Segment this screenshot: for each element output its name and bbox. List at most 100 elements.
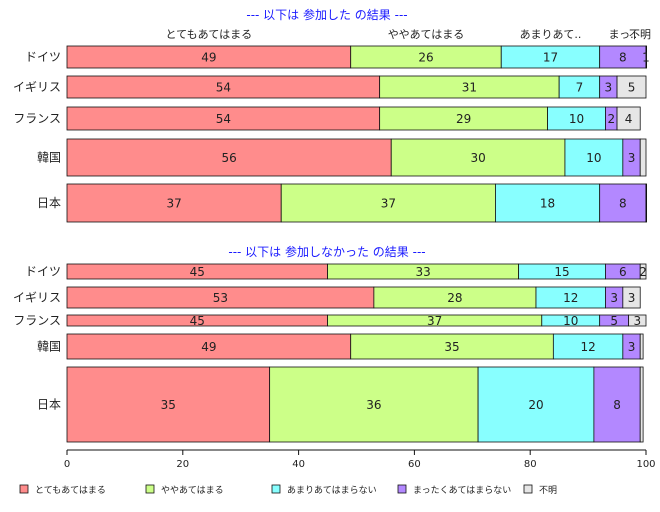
bar-row: 韓国 49 35 12 3 xyxy=(37,333,644,360)
row-label: ドイツ xyxy=(25,50,61,64)
bar-row: フランス 45 37 10 5 3 xyxy=(13,314,647,328)
data-label: 54 xyxy=(216,112,231,126)
legend-item: 不明 xyxy=(523,484,557,496)
data-label: 20 xyxy=(528,398,543,412)
data-label: 45 xyxy=(190,314,205,328)
bar-segment xyxy=(495,183,601,223)
bar-segment xyxy=(66,183,282,223)
data-label: 31 xyxy=(462,81,477,95)
x-tick-label: 100 xyxy=(636,459,655,470)
data-label: 2 xyxy=(607,112,615,126)
row-label: 日本 xyxy=(37,398,61,412)
data-label: 8 xyxy=(619,51,627,65)
data-label: 45 xyxy=(190,265,205,279)
row-label: ドイツ xyxy=(25,265,61,279)
bar-segment xyxy=(616,75,647,99)
bar-segment xyxy=(390,138,566,177)
legend-label: まったくあてはまらない xyxy=(413,485,511,496)
bar-segment xyxy=(639,263,647,280)
legend-item: ややあてはまる xyxy=(145,484,224,496)
legend-item: あまりあてはまらない xyxy=(271,484,377,496)
bar-row: 韓国 56 30 10 3 xyxy=(37,138,647,177)
data-label: 17 xyxy=(543,51,558,65)
row-label: フランス xyxy=(13,112,61,126)
bar-segment xyxy=(552,333,624,360)
data-label: 7 xyxy=(576,81,584,95)
x-axis: 0 20 40 60 80 100 xyxy=(64,449,656,470)
bar-segment xyxy=(616,106,641,131)
bar-row: イギリス 53 28 12 3 3 xyxy=(13,286,641,309)
row-label: イギリス xyxy=(13,80,61,94)
data-label: 12 xyxy=(563,291,578,305)
data-label: 37 xyxy=(381,197,396,211)
data-label: 33 xyxy=(415,265,430,279)
bar-segment xyxy=(66,333,352,360)
row-label: 韓国 xyxy=(37,340,61,354)
data-label: 18 xyxy=(540,197,555,211)
data-label: 15 xyxy=(554,265,569,279)
x-tick-label: 80 xyxy=(524,459,537,470)
legend-item: とてもあてはまる xyxy=(19,484,106,496)
legend-label: とてもあてはまる xyxy=(35,485,106,496)
data-label: 8 xyxy=(619,197,627,211)
row-label: 韓国 xyxy=(37,151,61,165)
bar-segment xyxy=(350,333,554,360)
data-label: 5 xyxy=(610,314,618,328)
data-label: 56 xyxy=(221,151,236,165)
data-label: 28 xyxy=(447,291,462,305)
data-label: 10 xyxy=(569,112,584,126)
top-category-labels: とてもあてはまる ややあてはまる あまりあて.. まっ..不明 xyxy=(166,28,651,41)
data-label: 2 xyxy=(639,265,647,279)
data-label: 12 xyxy=(580,340,595,354)
panel-title: --- 以下は 参加した の結果 --- xyxy=(246,7,407,22)
bar-segment xyxy=(280,183,496,223)
bar-row: 日本 37 37 18 8 xyxy=(37,183,648,223)
x-tick-label: 0 xyxy=(64,459,70,470)
data-label: 54 xyxy=(216,81,231,95)
row-label: イギリス xyxy=(13,291,61,305)
top-category-label: 不明 xyxy=(629,28,651,41)
legend-label: あまりあてはまらない xyxy=(287,485,377,496)
legend-label: ややあてはまる xyxy=(161,485,224,496)
data-label: 3 xyxy=(610,291,618,305)
data-label: 26 xyxy=(418,51,433,65)
x-tick-label: 20 xyxy=(176,459,189,470)
data-label: 53 xyxy=(213,291,228,305)
legend-swatch xyxy=(145,484,155,494)
data-label: 3 xyxy=(628,151,636,165)
data-label: 49 xyxy=(201,51,216,65)
data-label: 3 xyxy=(628,340,636,354)
legend-swatch xyxy=(271,484,281,494)
top-category-label: とてもあてはまる xyxy=(166,28,253,41)
legend-label: 不明 xyxy=(539,485,557,496)
data-label: 8 xyxy=(613,398,621,412)
bar-row: ドイツ 49 26 17 8 1 xyxy=(25,45,650,69)
bar-segment xyxy=(622,286,641,309)
legend-swatch xyxy=(397,484,407,494)
bar-segment xyxy=(639,366,644,443)
data-label: 4 xyxy=(625,112,633,126)
bar-segment xyxy=(628,314,647,327)
bar-segment xyxy=(639,333,644,360)
data-label: 35 xyxy=(161,398,176,412)
bar-segment xyxy=(593,366,641,443)
legend: とてもあてはまる ややあてはまる あまりあてはまらない まったくあてはまらない 不明 xyxy=(19,484,557,496)
x-tick-label: 60 xyxy=(408,459,421,470)
bar-segment xyxy=(477,366,595,443)
data-label: 10 xyxy=(563,314,578,328)
legend-swatch xyxy=(19,484,29,494)
data-label: 6 xyxy=(619,265,627,279)
data-label: 29 xyxy=(456,112,471,126)
data-label: 36 xyxy=(366,398,381,412)
data-label: 3 xyxy=(605,81,613,95)
data-label: 49 xyxy=(201,340,216,354)
top-category-label: ややあてはまる xyxy=(388,28,465,41)
panel-title: --- 以下は 参加しなかった の結果 --- xyxy=(228,244,425,259)
data-label: 10 xyxy=(586,151,601,165)
data-label: 37 xyxy=(166,197,181,211)
bar-row: ドイツ 45 33 15 6 2 xyxy=(25,263,647,280)
bar-segment xyxy=(645,45,648,69)
